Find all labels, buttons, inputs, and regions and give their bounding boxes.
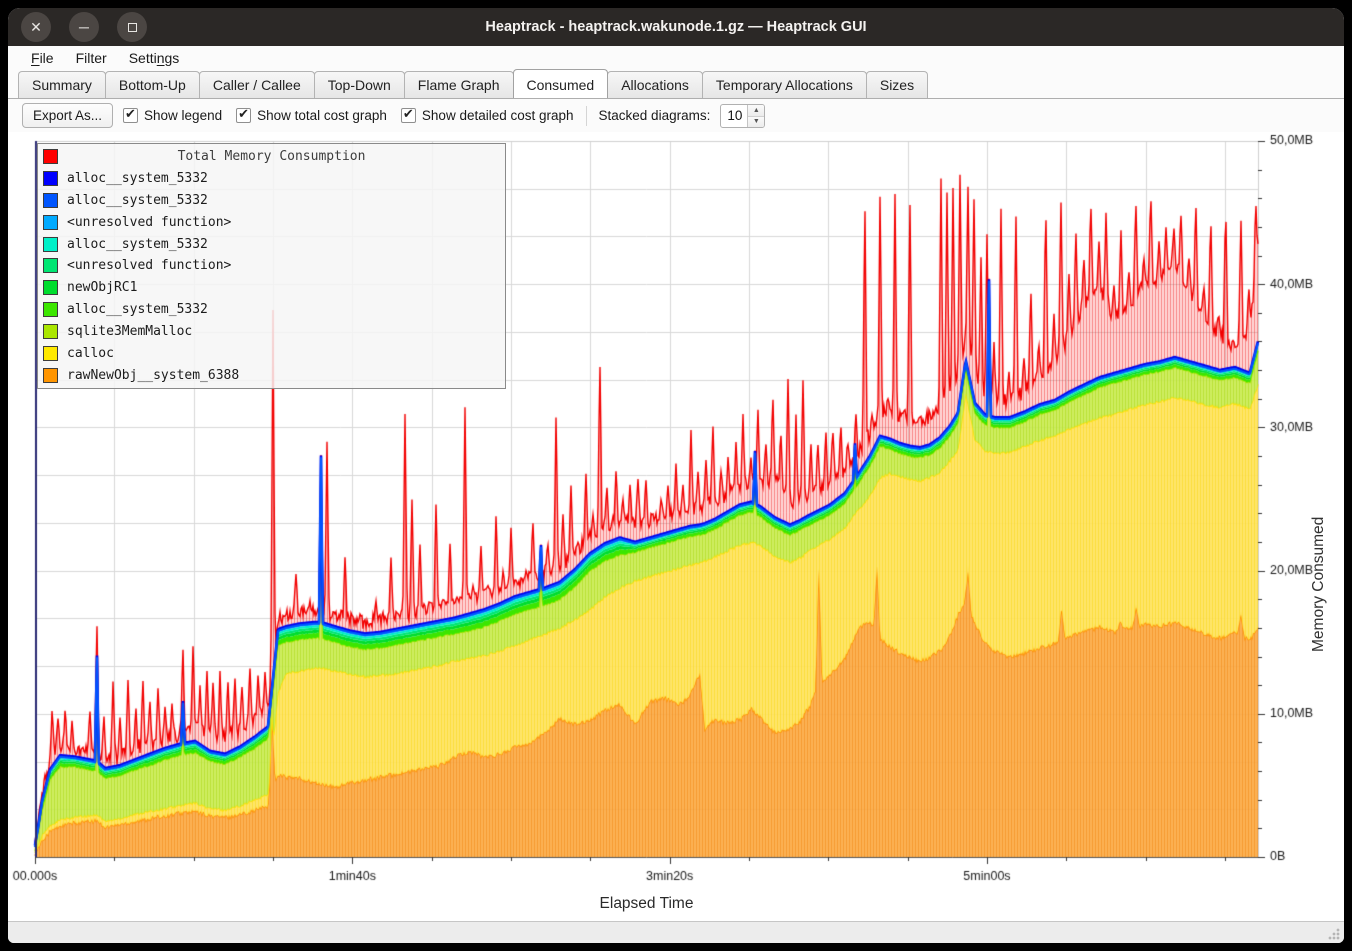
legend-swatch <box>43 149 58 165</box>
legend-swatch <box>43 171 58 187</box>
legend-label: rawNewObj__system_6388 <box>67 367 240 383</box>
maximize-icon[interactable] <box>117 12 147 42</box>
tab-caller-callee[interactable]: Caller / Callee <box>198 71 315 98</box>
legend-label: alloc__system_5332 <box>67 302 208 318</box>
check-icon: ✔ <box>402 106 414 121</box>
checkbox-box[interactable]: ✔ <box>236 106 252 123</box>
checkbox-box[interactable]: ✔ <box>400 106 416 123</box>
spin-up-button[interactable]: ▲ <box>748 104 765 116</box>
tab-bar: Summary Bottom-Up Caller / Callee Top-Down F… <box>8 69 1344 99</box>
check-icon: ✔ <box>125 106 136 121</box>
legend-swatch <box>43 323 58 339</box>
menu-bar: File Filter Settings <box>8 46 1344 70</box>
menu-item-settings[interactable]: Settings <box>128 50 180 66</box>
legend-item: rawNewObj__system_6388 <box>38 364 505 386</box>
chart-legend: Total Memory Consumption alloc__system_53… <box>37 143 506 389</box>
legend-item: <unresolved function> <box>38 255 505 277</box>
legend-label: alloc__system_5332 <box>67 193 208 209</box>
spin-down-button[interactable]: ▼ <box>748 115 765 127</box>
legend-swatch <box>43 193 58 209</box>
legend-item: newObjRC1 <box>38 277 505 299</box>
toolbar-separator <box>585 105 587 126</box>
legend-swatch <box>43 345 58 361</box>
legend-swatch <box>43 367 58 383</box>
legend-swatch <box>43 302 58 318</box>
legend-item: sqlite3MemMalloc <box>38 321 505 343</box>
maximize-glyph <box>127 22 137 32</box>
tab-bottom-up[interactable]: Bottom-Up <box>104 71 200 98</box>
stacked-diagrams-spinbox[interactable]: 10 ▲ ▼ <box>720 103 766 128</box>
menu-item-filter[interactable]: Filter <box>75 50 107 66</box>
checkbox-show-detailed-cost-graph[interactable]: ✔ Show detailed cost graph <box>400 106 574 123</box>
legend-item: alloc__system_5332 <box>38 190 505 212</box>
legend-label: calloc <box>67 345 114 361</box>
tab-sizes[interactable]: Sizes <box>865 71 929 98</box>
legend-label: <unresolved function> <box>67 258 232 274</box>
checkbox-box[interactable]: ✔ <box>123 106 139 123</box>
window-title: Heaptrack - heaptrack.wakunode.1.gz — He… <box>485 19 867 35</box>
legend-label: Total Memory Consumption <box>177 149 366 165</box>
checkbox-label: Show detailed cost graph <box>421 108 574 123</box>
checkbox-label: Show total cost graph <box>257 108 387 123</box>
menu-item-file[interactable]: File <box>31 50 54 66</box>
check-icon: ✔ <box>238 106 249 121</box>
app-window: ✕ ─ Heaptrack - heaptrack.wakunode.1.gz … <box>8 8 1344 943</box>
x-axis-title: Elapsed Time <box>599 895 694 912</box>
tab-top-down[interactable]: Top-Down <box>313 71 405 98</box>
tab-flame-graph[interactable]: Flame Graph <box>403 71 514 98</box>
checkbox-show-legend[interactable]: ✔ Show legend <box>123 106 223 123</box>
tab-temporary-allocations[interactable]: Temporary Allocations <box>701 71 867 98</box>
legend-label: alloc__system_5332 <box>67 236 208 252</box>
status-bar <box>8 921 1344 943</box>
legend-title-row: Total Memory Consumption <box>38 146 505 168</box>
checkbox-label: Show legend <box>144 108 223 123</box>
title-bar: ✕ ─ Heaptrack - heaptrack.wakunode.1.gz … <box>8 8 1344 46</box>
legend-swatch <box>43 236 58 252</box>
legend-label: newObjRC1 <box>67 280 138 296</box>
legend-label: <unresolved function> <box>67 214 232 230</box>
tab-consumed[interactable]: Consumed <box>512 69 609 98</box>
legend-swatch <box>43 280 58 296</box>
resize-grip-icon[interactable] <box>1328 928 1340 940</box>
legend-item: alloc__system_5332 <box>38 233 505 255</box>
stacked-diagrams-label: Stacked diagrams: <box>598 108 711 123</box>
legend-item: alloc__system_5332 <box>38 299 505 321</box>
legend-item: <unresolved function> <box>38 211 505 233</box>
consumed-chart: Total Memory Consumption alloc__system_53… <box>8 132 1344 921</box>
legend-label: alloc__system_5332 <box>67 171 208 187</box>
legend-item: alloc__system_5332 <box>38 168 505 190</box>
export-as-button[interactable]: Export As... <box>22 103 114 128</box>
legend-swatch <box>43 214 58 230</box>
checkbox-show-total-cost-graph[interactable]: ✔ Show total cost graph <box>236 106 387 123</box>
close-icon[interactable]: ✕ <box>21 12 51 42</box>
tab-allocations[interactable]: Allocations <box>607 71 703 98</box>
minimize-icon[interactable]: ─ <box>69 12 99 42</box>
toolbar: Export As... ✔ Show legend ✔ Show total cos… <box>8 99 1344 132</box>
y-axis-title: Memory Consumed <box>1310 516 1327 652</box>
stacked-diagrams-value: 10 <box>727 108 743 123</box>
tab-summary[interactable]: Summary <box>18 71 106 98</box>
legend-swatch <box>43 258 58 274</box>
legend-item: calloc <box>38 342 505 364</box>
legend-label: sqlite3MemMalloc <box>67 323 193 339</box>
